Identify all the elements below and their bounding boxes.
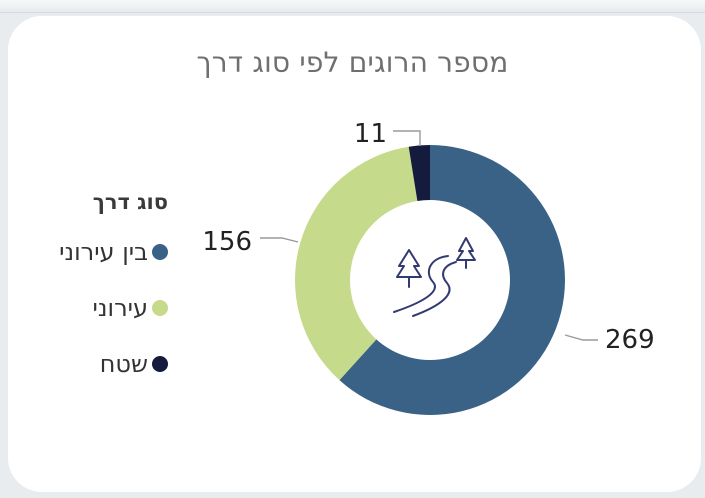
legend-label: שטח [99, 350, 148, 378]
window-top-strip [0, 0, 705, 13]
chart-card [8, 16, 701, 492]
slice-offroad[interactable] [408, 145, 430, 202]
leader-line [564, 334, 598, 341]
slice-intercity[interactable] [339, 145, 565, 416]
road-with-trees-icon [393, 237, 476, 317]
chart-title: מספר הרוגים לפי סוג דרך [196, 46, 509, 79]
slice-urban[interactable] [294, 146, 418, 381]
leader-line [393, 130, 421, 146]
data-label: 269 [605, 325, 655, 355]
data-label: 156 [202, 227, 252, 257]
legend-label: בין עירוני [59, 238, 148, 266]
legend-title: סוג דרך [92, 190, 168, 214]
leader-line [260, 237, 299, 243]
legend-label: עירוני [92, 294, 148, 322]
legend-dot [152, 300, 168, 316]
legend-dot [152, 244, 168, 260]
data-label: 11 [354, 119, 387, 149]
legend-item-intercity[interactable]: בין עירוני [28, 224, 168, 280]
legend: סוג דרך בין עירוני עירוני שטח [28, 190, 168, 392]
legend-item-urban[interactable]: עירוני [28, 280, 168, 336]
legend-item-offroad[interactable]: שטח [28, 336, 168, 392]
legend-dot [152, 356, 168, 372]
